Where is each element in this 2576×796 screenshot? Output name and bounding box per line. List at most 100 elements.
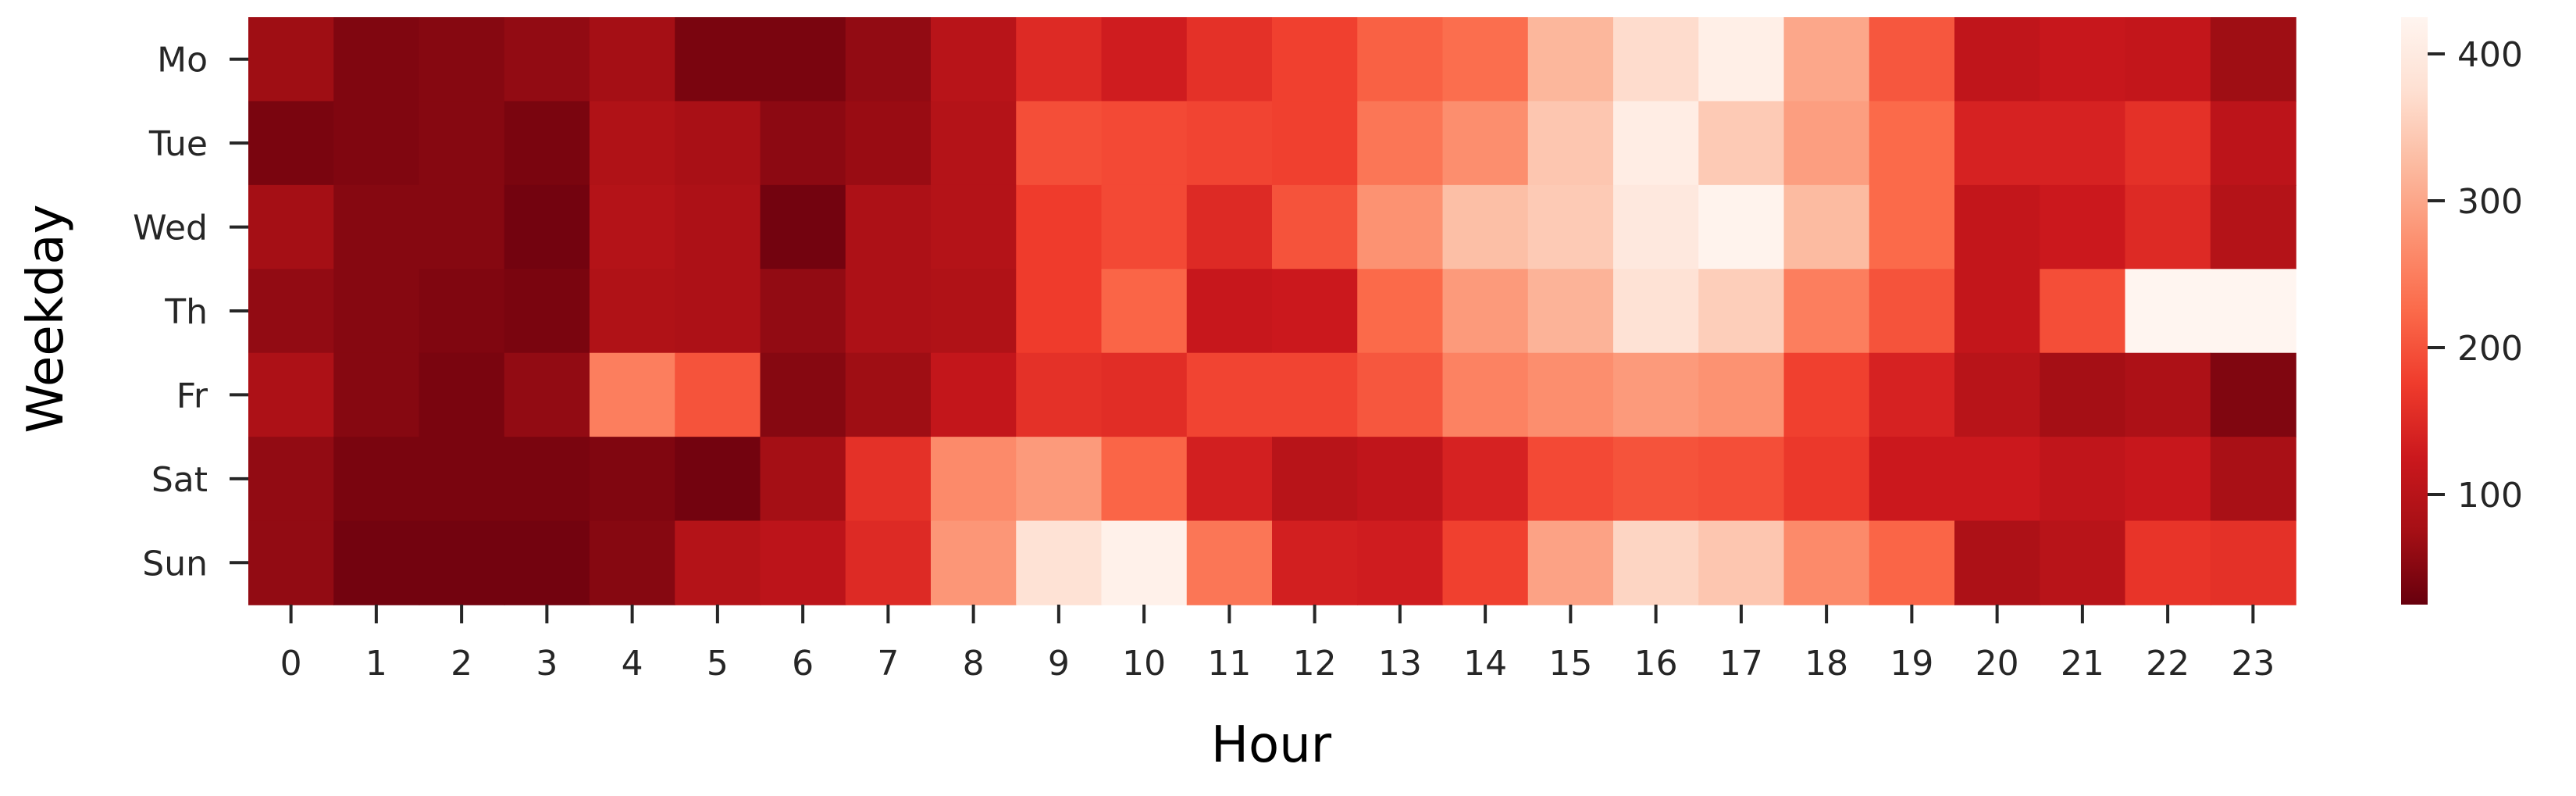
colorbar: [2401, 17, 2428, 605]
heatmap-cell: [2040, 184, 2126, 270]
x-tick-label: 5: [707, 644, 729, 684]
x-tick-label: 21: [2061, 644, 2104, 684]
heatmap-cell: [1783, 520, 1870, 605]
heatmap-cell: [2125, 269, 2211, 354]
heatmap-cell: [1783, 269, 1870, 354]
heatmap-cell: [1698, 17, 1785, 102]
heatmap-cell: [931, 437, 1017, 522]
heatmap-cell: [1442, 520, 1529, 605]
x-axis: 0 1 2 3 4 5 6 7 8 9 10 11 12 13 14 15 16 17 18 19 20 21 22 23: [280, 605, 2275, 684]
heatmap-cell: [1357, 17, 1444, 102]
heatmap-cell: [931, 101, 1017, 186]
heatmap-cell: [1527, 437, 1614, 522]
heatmap-cell: [1272, 17, 1359, 102]
heatmap-cell: [845, 269, 932, 354]
heatmap-cell: [1442, 437, 1529, 522]
heatmap-cell: [2040, 352, 2126, 437]
x-tick-label: 6: [792, 644, 814, 684]
heatmap-cell: [1016, 184, 1103, 270]
x-tick-label: 15: [1548, 644, 1592, 684]
heatmap-cell: [2210, 184, 2296, 270]
heatmap-cell: [504, 17, 590, 102]
heatmap-cell: [1101, 437, 1188, 522]
heatmap-cell: [760, 269, 846, 354]
heatmap-cell: [1698, 184, 1785, 270]
heatmap-cell: [1869, 269, 1955, 354]
heatmap-cell: [504, 269, 590, 354]
heatmap-cell: [2210, 437, 2296, 522]
heatmap-cell: [333, 352, 420, 437]
heatmap-cell: [1016, 352, 1103, 437]
heatmap-cell: [419, 269, 505, 354]
heatmap-cell: [333, 520, 420, 605]
heatmap-cell: [1186, 352, 1273, 437]
heatmap-cell: [1613, 520, 1700, 605]
heatmap-cell: [1869, 17, 1955, 102]
heatmap-cell: [1613, 184, 1700, 270]
colorbar-tick-label: 300: [2457, 182, 2523, 222]
heatmap-cell: [931, 352, 1017, 437]
heatmap-cell: [248, 520, 335, 605]
heatmap-cell: [675, 352, 761, 437]
heatmap-cell: [845, 352, 932, 437]
heatmap-cell: [333, 437, 420, 522]
x-tick-label: 22: [2146, 644, 2189, 684]
heatmap-cell: [1016, 101, 1103, 186]
heatmap-cell: [419, 437, 505, 522]
heatmap-cell: [1101, 269, 1188, 354]
heatmap-cell: [1186, 17, 1273, 102]
heatmap-cell: [419, 101, 505, 186]
heatmap-cell: [1016, 269, 1103, 354]
heatmap-cell: [2125, 437, 2211, 522]
heatmap-cell: [1101, 352, 1188, 437]
heatmap-cells: [248, 17, 2296, 605]
heatmap-cell: [1954, 437, 2041, 522]
x-tick-label: 11: [1207, 644, 1251, 684]
heatmap-cell: [1527, 352, 1614, 437]
heatmap-cell: [1527, 520, 1614, 605]
heatmap-cell: [1527, 269, 1614, 354]
heatmap-cell: [1869, 101, 1955, 186]
heatmap-cell: [1783, 17, 1870, 102]
y-tick-label: Sun: [142, 544, 208, 584]
y-tick-label: Fr: [176, 376, 208, 416]
heatmap-cell: [248, 437, 335, 522]
heatmap-cell: [1613, 101, 1700, 186]
heatmap-cell: [1783, 352, 1870, 437]
y-tick-label: Tue: [148, 124, 208, 164]
heatmap-cell: [845, 437, 932, 522]
heatmap-cell: [1698, 520, 1785, 605]
heatmap-cell: [2125, 101, 2211, 186]
y-tick-label: Mo: [157, 41, 208, 80]
heatmap-cell: [1101, 17, 1188, 102]
heatmap-cell: [1613, 17, 1700, 102]
heatmap-cell: [248, 17, 335, 102]
heatmap-cell: [504, 101, 590, 186]
heatmap-cell: [1357, 184, 1444, 270]
heatmap-cell: [675, 520, 761, 605]
heatmap-cell: [1442, 352, 1529, 437]
heatmap-cell: [1186, 437, 1273, 522]
colorbar-tick-label: 100: [2457, 476, 2523, 516]
heatmap-cell: [1016, 520, 1103, 605]
heatmap-cell: [1442, 17, 1529, 102]
heatmap-cell: [1016, 437, 1103, 522]
heatmap-cell: [1954, 184, 2041, 270]
heatmap-cell: [1186, 184, 1273, 270]
y-axis-label: Weekday: [17, 204, 75, 433]
heatmap-cell: [248, 269, 335, 354]
heatmap-cell: [590, 17, 676, 102]
heatmap-cell: [1869, 352, 1955, 437]
x-tick-label: 16: [1634, 644, 1678, 684]
heatmap-cell: [2125, 352, 2211, 437]
heatmap-cell: [931, 269, 1017, 354]
heatmap-cell: [1613, 437, 1700, 522]
heatmap-cell: [1272, 437, 1359, 522]
heatmap-cell: [845, 184, 932, 270]
heatmap-cell: [1698, 437, 1785, 522]
heatmap-cell: [1272, 101, 1359, 186]
heatmap-cell: [1954, 352, 2041, 437]
heatmap-cell: [931, 17, 1017, 102]
colorbar-tick-label: 400: [2457, 35, 2523, 75]
heatmap-cell: [248, 101, 335, 186]
